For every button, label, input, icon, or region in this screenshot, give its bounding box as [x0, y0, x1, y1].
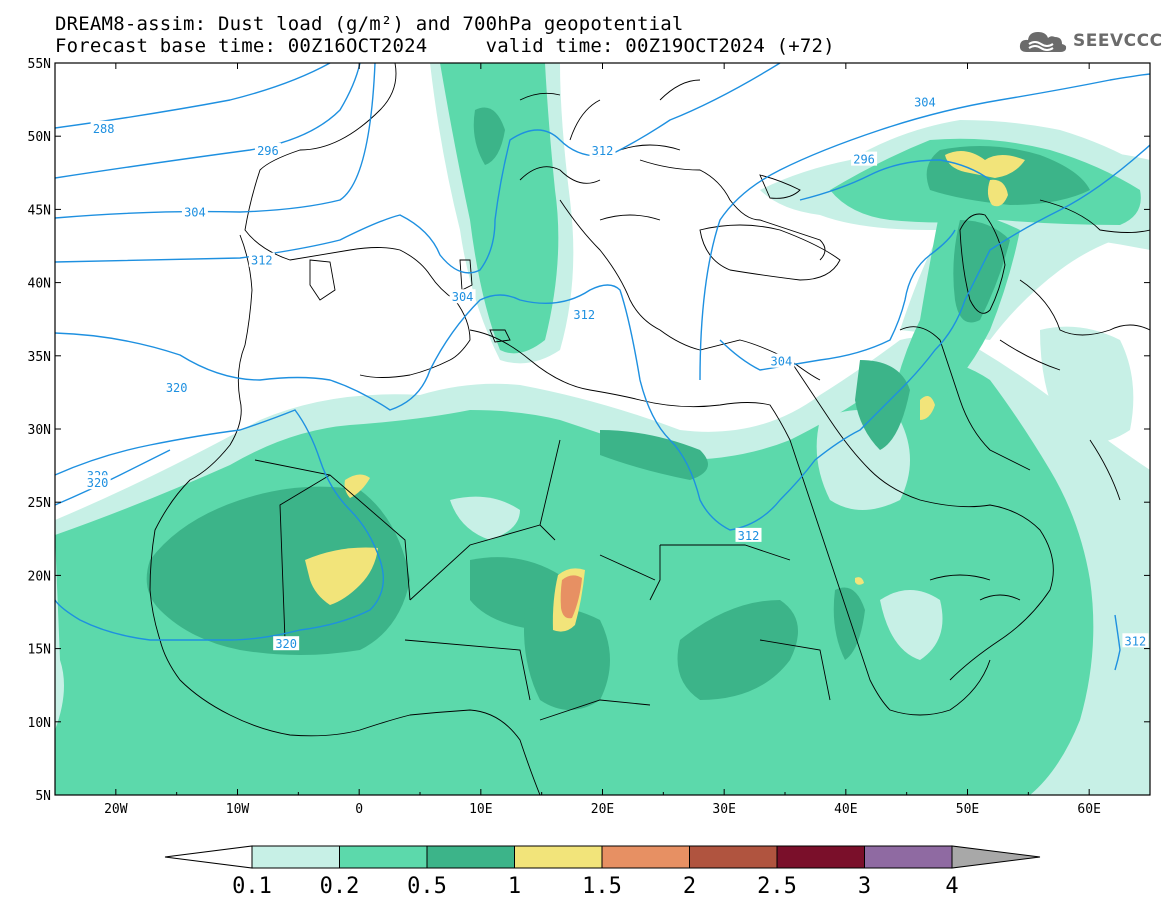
lat-label: 40N — [28, 277, 51, 292]
contour-label-bg — [84, 475, 111, 490]
lon-label: 50E — [956, 802, 979, 817]
lon-label: 20W — [104, 802, 128, 817]
lat-label: 25N — [28, 496, 51, 511]
colorbar-label: 1.5 — [582, 874, 622, 899]
contour-label-bg — [449, 289, 476, 304]
seevccc-logo: SEEVCCC — [1017, 26, 1163, 56]
contour-label-bg — [735, 527, 762, 542]
lat-label: 30N — [28, 423, 51, 438]
colorbar-swatch — [251, 845, 340, 869]
lat-label: 45N — [28, 203, 51, 218]
lon-label: 10E — [469, 802, 492, 817]
contour-label: 304 — [914, 96, 936, 110]
colorbar-label: 2 — [683, 874, 696, 899]
map-title: DREAM8-assim: Dust load (g/m²) and 700hP… — [55, 13, 684, 35]
geopotential-contours — [55, 63, 1150, 671]
contour-label-bg — [90, 120, 117, 135]
lon-label: 10W — [226, 802, 250, 817]
colorbar-label: 0.5 — [407, 874, 447, 899]
colorbar-label: 0.1 — [232, 874, 272, 899]
colorbar: 0.1 0.2 0.5 1 1.5 2 2.5 3 4 — [164, 845, 1041, 899]
contour-label-bg — [571, 306, 598, 321]
lon-label: 60E — [1077, 802, 1100, 817]
contour-labels: 2882963043123043123123203203203203123042… — [84, 94, 1149, 651]
contour-label-bg — [1122, 633, 1149, 648]
contour-label: 304 — [771, 355, 793, 369]
contour-label-bg — [911, 94, 938, 109]
colorbar-over-arrow — [951, 845, 1041, 869]
lat-label: 5N — [35, 789, 51, 804]
colorbar-label: 2.5 — [757, 874, 797, 899]
colorbar-swatch — [864, 845, 953, 869]
colorbar-label: 3 — [858, 874, 871, 899]
colorbar-label: 1 — [508, 874, 521, 899]
colorbar-label: 4 — [945, 874, 958, 899]
colorbar-swatch — [776, 845, 865, 869]
colorbar-swatch — [339, 845, 428, 869]
lon-label: 30E — [712, 802, 735, 817]
colorbar-swatch — [601, 845, 690, 869]
contour-label-bg — [254, 142, 281, 157]
forecast-time-line: Forecast base time: 00Z16OCT2024 valid t… — [55, 35, 835, 57]
contour-label-bg — [768, 353, 795, 368]
contour-label: 304 — [452, 290, 474, 304]
cloud-logo-icon — [1019, 32, 1067, 52]
contour-label-bg — [181, 204, 208, 219]
lon-label: 0 — [355, 802, 363, 817]
lat-label: 10N — [28, 716, 51, 731]
colorbar-label: 0.2 — [320, 874, 360, 899]
contour-label: 312 — [592, 144, 614, 158]
lat-label: 15N — [28, 643, 51, 658]
lat-label: 55N — [28, 57, 51, 72]
contour-label: 312 — [1125, 634, 1147, 648]
contour-label: 296 — [257, 144, 279, 158]
dust-load-field — [55, 63, 1150, 795]
colorbar-swatch — [426, 845, 515, 869]
contour-label-bg — [248, 252, 275, 267]
contour-label: 296 — [853, 153, 875, 167]
contour-label: 320 — [275, 637, 297, 651]
coastline-borders — [149, 63, 1150, 795]
colorbar-swatch — [689, 845, 778, 869]
contour-label: 312 — [573, 308, 595, 322]
lat-label: 20N — [28, 569, 51, 584]
axes: 55N 50N 45N 40N 35N 30N 25N 20N 15N 10N 5N 20W 10W 0 1… — [28, 57, 1151, 817]
contour-label-bg — [163, 380, 190, 395]
contour-label: 320 — [166, 381, 188, 395]
contour-label-bg — [589, 142, 616, 157]
contour-label-bg — [851, 151, 878, 166]
lon-label: 40E — [834, 802, 857, 817]
lat-label: 35N — [28, 350, 51, 365]
contour-label: 312 — [251, 254, 273, 268]
contour-label: 304 — [184, 205, 206, 219]
lon-label: 20E — [591, 802, 614, 817]
contour-label: 320 — [87, 476, 109, 490]
contour-label: 312 — [738, 529, 760, 543]
lat-label: 50N — [28, 130, 51, 145]
contour-label: 288 — [93, 122, 115, 136]
contour-label-bg — [273, 636, 300, 651]
colorbar-swatch — [514, 845, 603, 869]
logo-text: SEEVCCC — [1073, 31, 1163, 51]
colorbar-under-arrow — [164, 845, 253, 869]
